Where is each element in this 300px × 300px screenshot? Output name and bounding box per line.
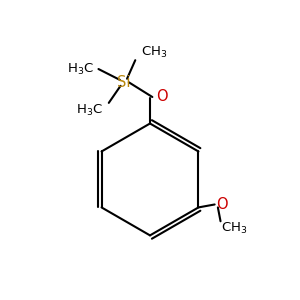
Text: O: O: [216, 197, 228, 212]
Text: H$_3$C: H$_3$C: [67, 61, 94, 76]
Text: CH$_3$: CH$_3$: [141, 45, 168, 60]
Text: CH$_3$: CH$_3$: [221, 220, 248, 236]
Text: H$_3$C: H$_3$C: [76, 103, 103, 118]
Text: Si: Si: [117, 75, 130, 90]
Text: O: O: [157, 89, 168, 104]
